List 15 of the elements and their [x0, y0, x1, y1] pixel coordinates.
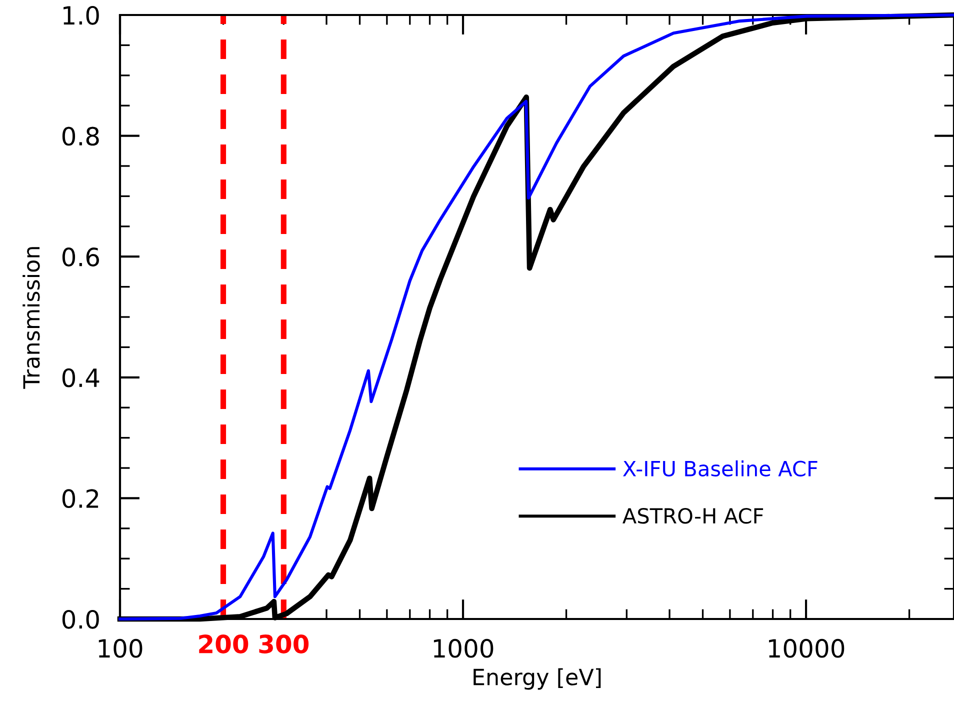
legend-label: X-IFU Baseline ACF: [623, 460, 818, 476]
legend-label: ASTRO-H ACF: [622, 508, 764, 524]
x-tick-label: 10000: [769, 638, 844, 658]
y-axis-title: Transmission: [22, 247, 40, 389]
y-tick-label: 0.4: [62, 368, 100, 388]
x-tick-label: 1000: [434, 638, 494, 658]
x-axis-title: Energy [eV]: [474, 668, 601, 690]
x-tick-label: 100: [98, 638, 142, 658]
ref-line-label: 300: [259, 634, 309, 654]
y-tick-label: 1.0: [64, 6, 99, 25]
y-tick-label: 0.6: [62, 248, 99, 266]
y-tick-label: 0.0: [62, 610, 99, 629]
y-tick-label: 0.2: [62, 489, 98, 508]
y-tick-label: 0.8: [62, 126, 99, 146]
ref-line-label: 200: [199, 634, 248, 654]
